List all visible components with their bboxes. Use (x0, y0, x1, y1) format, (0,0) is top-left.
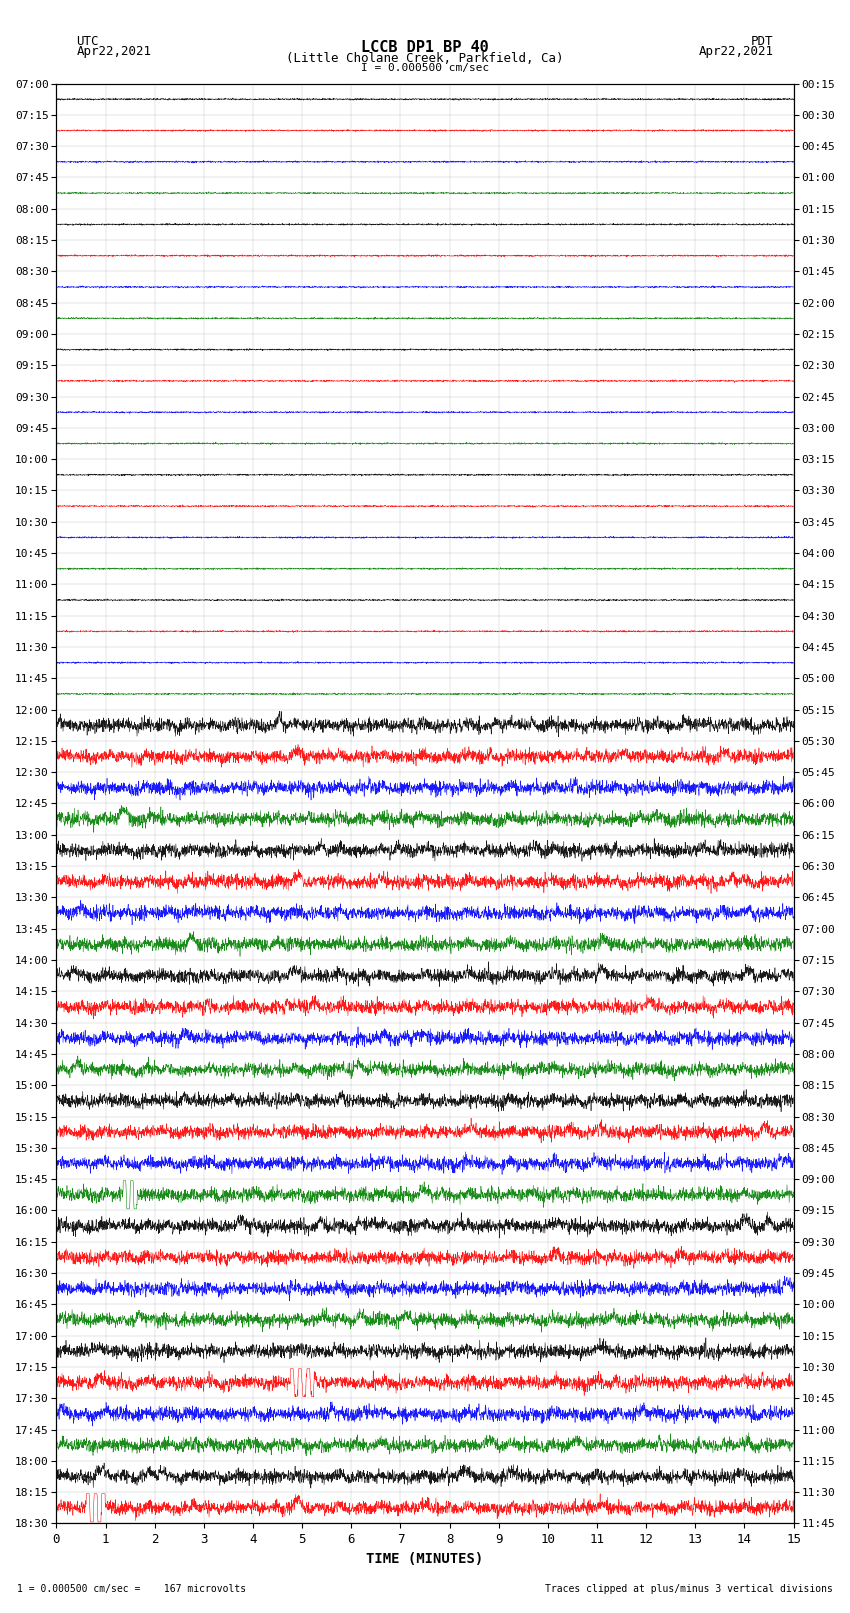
Text: 1 = 0.000500 cm/sec =    167 microvolts: 1 = 0.000500 cm/sec = 167 microvolts (17, 1584, 246, 1594)
Text: Apr22,2021: Apr22,2021 (76, 45, 151, 58)
Text: Traces clipped at plus/minus 3 vertical divisions: Traces clipped at plus/minus 3 vertical … (545, 1584, 833, 1594)
Text: PDT: PDT (751, 35, 774, 48)
Text: UTC: UTC (76, 35, 99, 48)
Text: (Little Cholane Creek, Parkfield, Ca): (Little Cholane Creek, Parkfield, Ca) (286, 52, 564, 65)
X-axis label: TIME (MINUTES): TIME (MINUTES) (366, 1552, 484, 1566)
Text: Apr22,2021: Apr22,2021 (699, 45, 774, 58)
Text: I = 0.000500 cm/sec: I = 0.000500 cm/sec (361, 63, 489, 73)
Text: LCCB DP1 BP 40: LCCB DP1 BP 40 (361, 40, 489, 55)
